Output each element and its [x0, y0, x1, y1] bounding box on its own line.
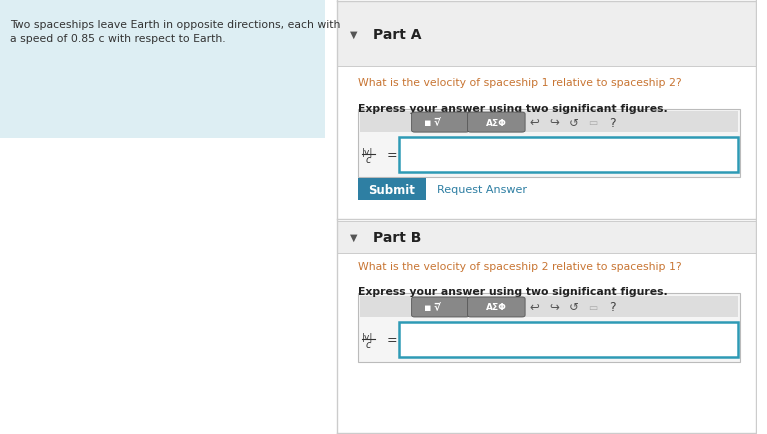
FancyBboxPatch shape	[358, 179, 426, 201]
Text: Express your answer using two significant figures.: Express your answer using two significan…	[358, 103, 667, 113]
Text: ?: ?	[610, 301, 616, 314]
Text: ΑΣΦ: ΑΣΦ	[486, 118, 507, 127]
Text: ▪: ▪	[423, 302, 431, 312]
Text: Two spaceships leave Earth in opposite directions, each with
a speed of 0.85 c w: Two spaceships leave Earth in opposite d…	[10, 20, 341, 44]
Text: √̅: √̅	[434, 302, 441, 312]
FancyBboxPatch shape	[468, 113, 525, 133]
Text: ↪: ↪	[549, 116, 559, 129]
Text: What is the velocity of spaceship 2 relative to spaceship 1?: What is the velocity of spaceship 2 rela…	[358, 261, 682, 271]
Text: What is the velocity of spaceship 1 relative to spaceship 2?: What is the velocity of spaceship 1 rela…	[358, 78, 682, 88]
Text: Part B: Part B	[373, 230, 421, 244]
FancyBboxPatch shape	[412, 297, 469, 317]
Text: ↪: ↪	[549, 301, 559, 314]
Text: ?: ?	[610, 116, 616, 129]
Text: ▭: ▭	[588, 302, 597, 312]
Text: ↺: ↺	[568, 301, 578, 314]
FancyBboxPatch shape	[337, 2, 756, 67]
Text: √̅: √̅	[434, 118, 441, 128]
Text: ↩: ↩	[529, 301, 539, 314]
Text: ▼: ▼	[350, 30, 357, 39]
Text: ΑΣΦ: ΑΣΦ	[486, 303, 507, 312]
FancyBboxPatch shape	[399, 322, 738, 357]
FancyBboxPatch shape	[399, 138, 738, 173]
Text: Part A: Part A	[373, 28, 422, 42]
Text: ▼: ▼	[350, 233, 357, 242]
Text: ↩: ↩	[529, 116, 539, 129]
FancyBboxPatch shape	[0, 0, 325, 139]
FancyBboxPatch shape	[412, 113, 469, 133]
FancyBboxPatch shape	[337, 221, 756, 254]
Text: ▪: ▪	[423, 118, 431, 128]
Text: =: =	[387, 149, 397, 162]
Text: c: c	[366, 155, 371, 164]
FancyBboxPatch shape	[360, 296, 738, 317]
FancyBboxPatch shape	[358, 294, 740, 362]
Text: Submit: Submit	[368, 183, 416, 196]
Text: |v|: |v|	[362, 148, 374, 157]
Text: =: =	[387, 333, 397, 346]
Text: ▭: ▭	[588, 118, 597, 128]
Text: Express your answer using two significant figures.: Express your answer using two significan…	[358, 286, 667, 296]
FancyBboxPatch shape	[360, 112, 738, 132]
FancyBboxPatch shape	[468, 297, 525, 317]
Text: ↺: ↺	[568, 116, 578, 129]
FancyBboxPatch shape	[358, 109, 740, 178]
Text: c: c	[366, 339, 371, 349]
Text: Request Answer: Request Answer	[437, 185, 528, 194]
Text: |v|: |v|	[362, 332, 374, 341]
